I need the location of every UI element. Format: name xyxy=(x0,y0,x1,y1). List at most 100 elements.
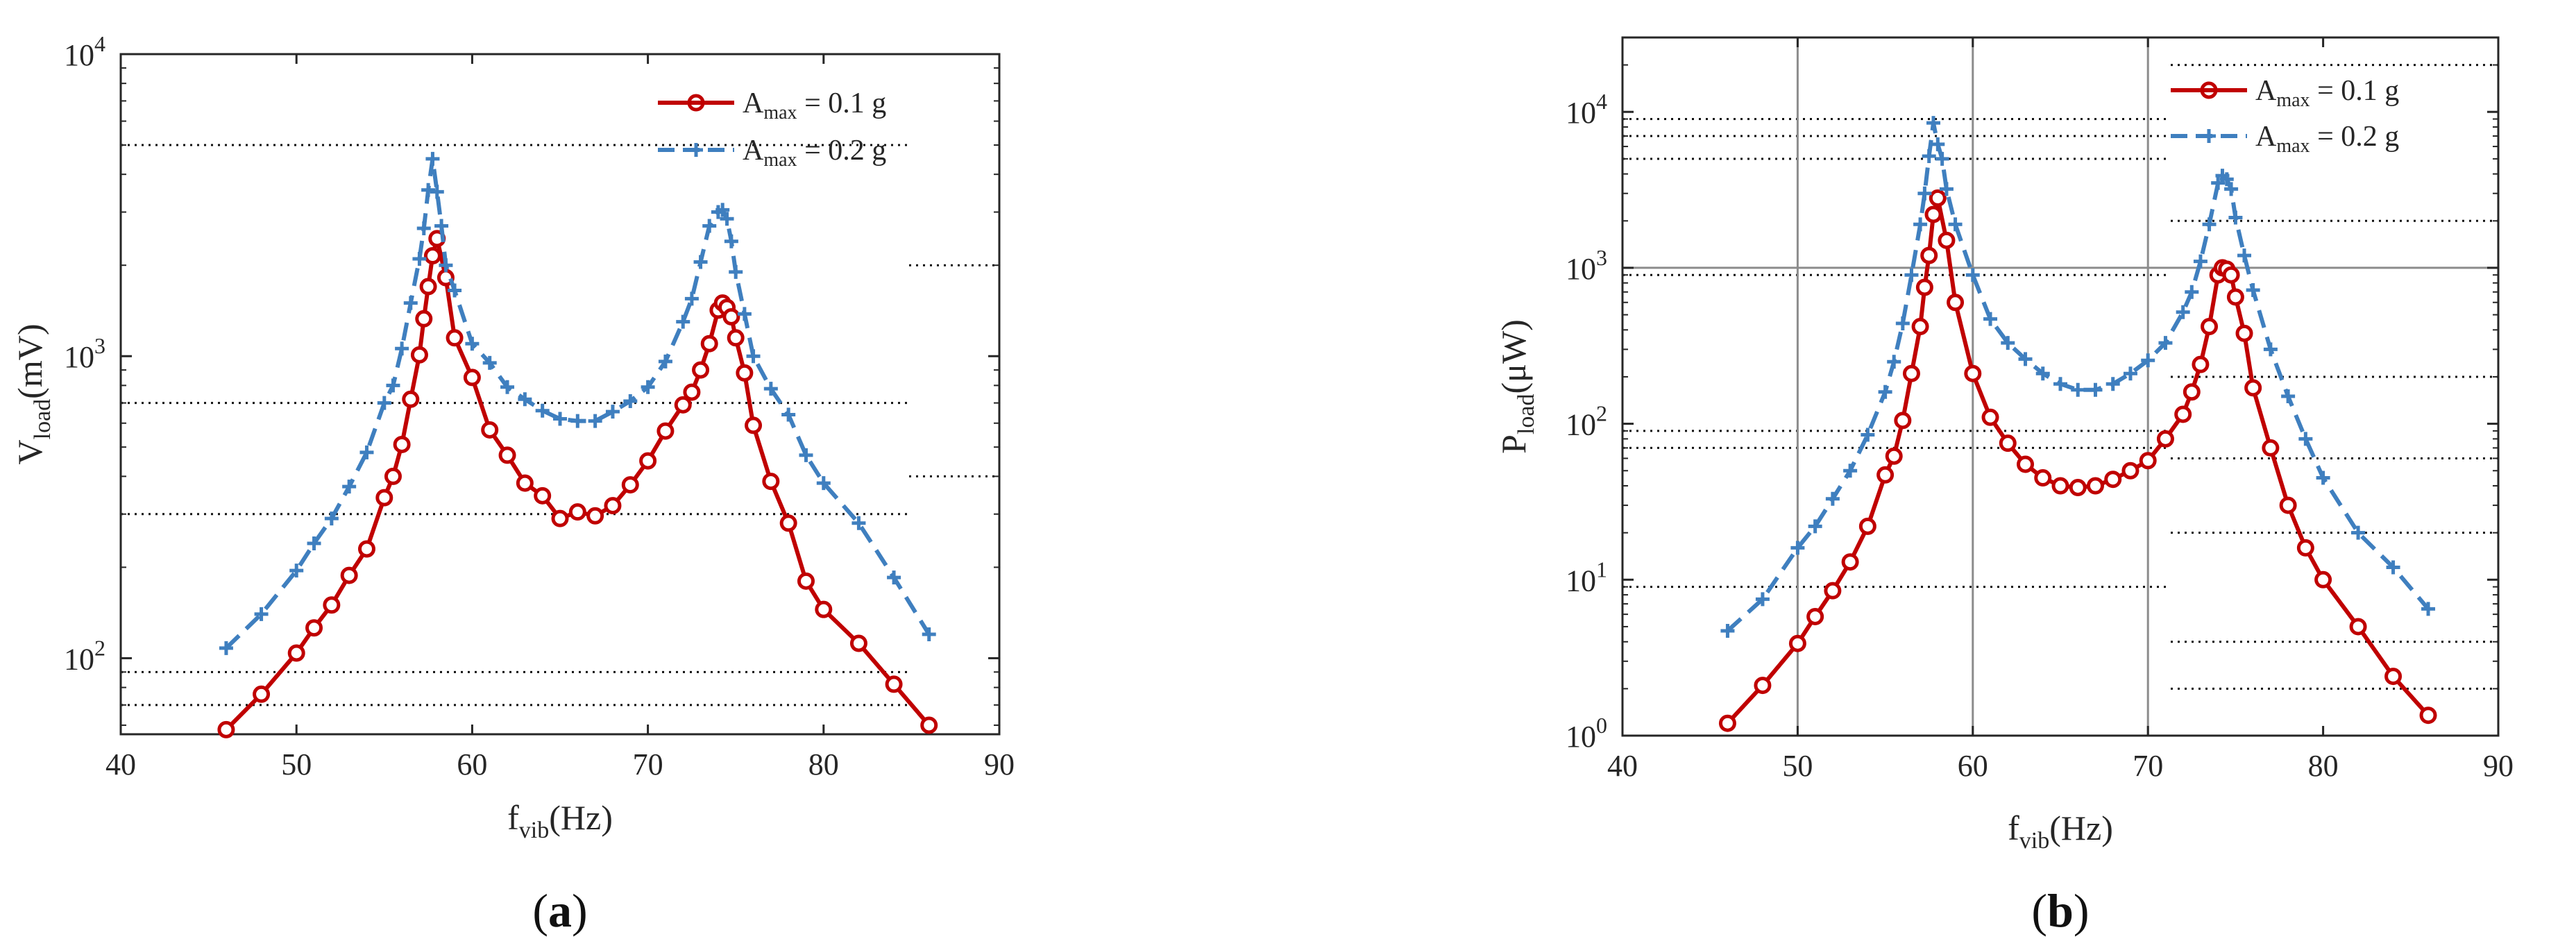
panel-b-xlabel-main: f xyxy=(2008,809,2019,847)
panel-b-series-1-point xyxy=(1929,189,1947,207)
panel-b-y-axis-label: Pload(μW) xyxy=(1494,319,1539,454)
panel-b-series-2-point xyxy=(1931,137,1945,151)
panel-b-series-1-point xyxy=(2226,288,2244,306)
panel-b-series-1-point xyxy=(1841,553,1859,571)
panel-b-x-axis-label: fvib(Hz) xyxy=(2008,809,2113,854)
panel-a-series-1-point xyxy=(323,596,341,614)
panel-b-series-1-point xyxy=(1885,447,1903,465)
panel-b-series-2-point xyxy=(2053,377,2067,391)
panel-b-series-1-point xyxy=(1999,434,2017,452)
panel-b-series-2-point xyxy=(1935,151,1949,166)
panel-b-series-2-point xyxy=(2421,602,2436,616)
panel-b-series-2-point xyxy=(2071,382,2085,397)
panel-a-series-2-point xyxy=(307,536,321,550)
panel-b-series-1-point xyxy=(1938,231,1956,249)
panel-b-series-2-point xyxy=(1948,217,1963,232)
panel-a-series-2-point xyxy=(254,607,269,621)
panel-a-series-2-point xyxy=(715,203,730,217)
panel-b-series-2-point xyxy=(1720,623,1735,638)
panel-b-series-1-point xyxy=(2034,469,2052,487)
panel-a-series-1-point xyxy=(797,572,815,590)
panel-b-series-2-point xyxy=(1755,592,1770,607)
panel-a-series-2-point xyxy=(922,627,936,641)
panel-a-series-2-point xyxy=(403,296,418,310)
panel-b-series-1-point xyxy=(1915,278,1933,296)
panel-a-x-tick-label: 60 xyxy=(457,747,487,781)
panel-b-series-2-point xyxy=(2193,254,2208,269)
panel-b-series-2-point xyxy=(1878,384,1892,399)
panel-b-series-2-point xyxy=(2219,172,2234,187)
panel-b-series-1-point xyxy=(2419,706,2437,725)
panel-b-series-2-point xyxy=(2263,342,2278,357)
panel-b-series-2-point xyxy=(2202,217,2217,232)
panel-a-series-2-point xyxy=(729,264,743,279)
panel-a-x-tick-label: 50 xyxy=(281,747,312,781)
panel-a-series-1-point xyxy=(463,369,481,387)
panel-b-ylabel-unit: (μW) xyxy=(1494,319,1533,393)
panel-a-series-1-point xyxy=(446,329,464,347)
panel-a-legend-marker-2 xyxy=(689,143,703,157)
panel-b-series-2-point xyxy=(1926,116,1941,130)
panel-a-series-2-point xyxy=(219,641,233,655)
panel-a-series-1-point xyxy=(516,474,534,492)
panel-a-series-2-point xyxy=(465,337,480,351)
panel-b-series-2-point xyxy=(1965,268,1980,282)
panel-a-series-2-point xyxy=(386,378,400,393)
panel-b-series-1-line xyxy=(1726,196,2430,725)
panel-a-series-2-point xyxy=(395,341,409,356)
panel-a-series-1-point xyxy=(849,634,867,652)
panel-b-series-2-point xyxy=(2123,366,2137,381)
panel-b-ylabel-sub: load xyxy=(1514,393,1539,434)
panel-b-series-1-point xyxy=(2069,478,2087,496)
panel-b-series-2-point xyxy=(2105,377,2120,391)
panel-b-axes-box xyxy=(1621,36,2500,737)
panel-a-series-2-point xyxy=(623,393,638,408)
panel-b-series-1-point xyxy=(2314,570,2332,589)
panel-a-series-1-point xyxy=(375,489,393,507)
panel-b-series-2-point xyxy=(2246,282,2260,297)
panel-a-xlabel-main: f xyxy=(507,798,519,837)
panel-b-series-2-point xyxy=(2185,285,2199,299)
panel-a-series-2-point xyxy=(641,380,655,394)
panel-b-series-1-point xyxy=(1947,294,1965,312)
panel-a-series-1-point xyxy=(217,720,235,738)
panel-b-caption: (b) xyxy=(2031,884,2089,937)
panel-b-series-1-point xyxy=(2192,355,2210,373)
panel-b-series-2-point xyxy=(1983,312,1998,326)
panel-a-series-1-point xyxy=(423,247,441,265)
panel-b-legend-label-1: Amax = 0.1 g xyxy=(2255,75,2399,111)
panel-a-series-1-point xyxy=(415,310,433,328)
panel-b-series-1-point xyxy=(2104,471,2122,489)
panel-b-series-1-point xyxy=(2156,430,2174,448)
panel-b-series-1-point xyxy=(1858,517,1876,535)
panel-b-x-tick-label: 50 xyxy=(1782,749,1813,783)
panel-a-series-2-point xyxy=(377,396,391,410)
panel-b-series-1-point xyxy=(1806,607,1824,625)
panel-a-series-2-point xyxy=(746,349,761,364)
panel-a-caption: (a) xyxy=(532,884,587,937)
panel-a-series-2-point xyxy=(553,412,567,426)
panel-b-series-2-point xyxy=(1887,355,1901,369)
panel-a-series-2-point xyxy=(289,564,304,578)
panel-b-reference-lines xyxy=(1622,64,2498,690)
panel-b-series-1-point xyxy=(1964,364,1982,382)
panel-b-series-2-point xyxy=(2001,336,2015,350)
panel-b-series-1-point xyxy=(2086,477,2104,495)
panel-a-series-2-point xyxy=(482,355,497,370)
panel-b-series-1-point xyxy=(1894,412,1912,430)
panel-a-series-1-point xyxy=(481,421,499,439)
panel-a-series-2-point xyxy=(324,511,339,526)
panel-a-series-1-point xyxy=(920,716,938,734)
panel-a-series-2-point xyxy=(430,185,444,199)
panel-a-series-1-point xyxy=(621,476,639,494)
panel-b-series-2-point xyxy=(2228,210,2243,225)
panel-a-ticks: 40 50 60 70 80 90 102 103 104 xyxy=(64,31,1015,781)
panel-b-series-2-point xyxy=(2281,389,2296,404)
panel-b-series-1-point xyxy=(2384,668,2403,686)
panel-a-series-2-point xyxy=(448,283,462,298)
panel-a-series-2-point xyxy=(421,183,436,197)
panel-b-series-2-point xyxy=(1843,464,1858,478)
panel-b-series-1-point xyxy=(2183,383,2201,401)
panel-a-series-2-point xyxy=(658,354,672,369)
